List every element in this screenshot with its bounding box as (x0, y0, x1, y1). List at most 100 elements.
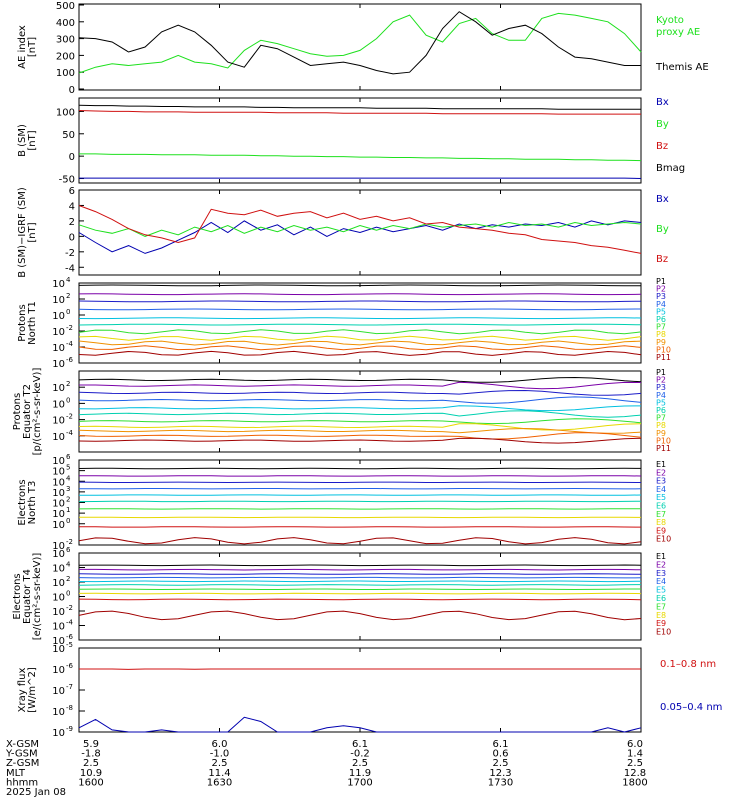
legend-5-4: E5 (656, 493, 666, 502)
y-tick-exp-3-1: -4 (66, 340, 74, 348)
series-3-1 (78, 293, 642, 296)
series-ae-1 (78, 11, 641, 75)
y-axis-label-0-1: [nT] (27, 37, 38, 57)
x-cell-3-1: 0.6 (493, 749, 509, 760)
legend-6-5: E6 (656, 594, 666, 603)
legend-5-3: E4 (656, 485, 666, 494)
y-axis-label-3-1: North T1 (27, 301, 38, 345)
y-tick-label-4-0: 10 (52, 432, 65, 443)
legend-3-7: P8 (656, 330, 666, 339)
y-tick-label-2-5: 6 (69, 186, 75, 197)
y-tick-exp-5-1: 0 (66, 517, 70, 525)
legend-4-7: P8 (656, 421, 666, 430)
legend-3-1: P2 (656, 285, 666, 294)
y-tick-exp-7-1: -8 (66, 704, 73, 712)
legend-7-0: 0.1–0.8 nm (660, 659, 716, 670)
panel-frame-5 (78, 459, 642, 546)
y-tick-label-5-2: 10 (52, 509, 65, 520)
legend-3-5: P6 (656, 315, 666, 324)
series-b-1 (79, 153, 642, 162)
legend-6-0: E1 (656, 552, 666, 561)
y-tick-label-6-1: 10 (52, 622, 65, 633)
date-label: 2025 Jan 08 (6, 787, 66, 798)
legend-5-2: E3 (656, 477, 666, 486)
series-b-2 (78, 110, 641, 115)
y-tick-exp-3-3: 0 (66, 308, 70, 316)
x-cell-0-1: -1.8 (81, 749, 101, 760)
legend-6-3: E4 (656, 577, 666, 586)
y-tick-exp-7-0: -9 (66, 725, 73, 733)
series-4-3 (78, 396, 642, 404)
legend-3-4: P5 (656, 307, 666, 316)
y-axis-label-1-0: B (SM) (17, 124, 28, 157)
legend-4-6: P7 (656, 414, 666, 423)
series-6-7 (78, 592, 642, 595)
y-tick-label-5-0: 10 (52, 541, 65, 552)
y-tick-label-7-1: 10 (52, 707, 65, 718)
legend-6-2: E3 (656, 569, 666, 578)
y-axis-label-6-0: Electrons (12, 573, 23, 619)
y-tick-exp-6-1: -4 (66, 619, 74, 627)
legend-4-1: P2 (656, 376, 666, 385)
series-4-1 (79, 381, 642, 390)
y-tick-exp-6-2: -2 (66, 604, 73, 612)
legend-5-5: E6 (656, 502, 666, 511)
x-cell-4-0: 6.0 (627, 739, 643, 750)
series-4-10 (78, 437, 642, 444)
y-tick-label-0-5: 500 (56, 1, 75, 12)
y-tick-label-1-1: 0 (69, 152, 75, 163)
y-axis-label-4-0: Protons (12, 393, 23, 430)
series-3-5 (78, 323, 642, 326)
y-tick-label-0-3: 300 (56, 35, 75, 46)
y-tick-exp-6-0: -6 (66, 633, 74, 641)
y-axis-label-2-1: [nT] (27, 222, 38, 242)
y-tick-label-5-4: 10 (52, 488, 65, 499)
y-tick-label-6-6: 10 (52, 549, 65, 560)
y-tick-label-0-0: 0 (69, 85, 75, 96)
legend-5-9: E10 (656, 535, 671, 544)
y-tick-label-2-4: 4 (69, 201, 75, 212)
y-tick-exp-4-2: 0 (66, 396, 70, 404)
y-axis-label-7-0: Xray flux (17, 668, 28, 713)
y-tick-exp-3-5: 4 (66, 276, 71, 284)
legend-0-0a: Kyoto (656, 15, 684, 26)
y-tick-label-3-1: 10 (52, 343, 65, 354)
y-tick-exp-4-3: 2 (66, 380, 70, 388)
y-tick-label-7-3: 10 (52, 665, 65, 676)
y-tick-label-3-5: 10 (52, 279, 65, 290)
legend-5-6: E7 (656, 510, 666, 519)
series-5-9 (78, 537, 642, 545)
y-tick-exp-4-0: -4 (66, 429, 74, 437)
y-tick-exp-7-2: -7 (66, 683, 73, 691)
y-axis-label-4-2: [p/(cm²-s-sr-keV)] (32, 368, 43, 456)
x-cell-1-1: -1.0 (210, 749, 230, 760)
legend-4-2: P3 (656, 383, 666, 392)
legend-3-3: P4 (656, 300, 666, 309)
x-row-label-1: Y-GSM (5, 749, 38, 760)
legend-7-1: 0.05–0.4 nm (660, 702, 722, 713)
y-tick-label-0-1: 100 (56, 68, 75, 79)
series-xray-1 (78, 716, 642, 733)
x-cell-0-4: 1600 (78, 777, 103, 788)
x-cell-3-4: 1730 (488, 777, 513, 788)
series-4-2 (78, 389, 642, 396)
y-axis-label-6-2: [e/(cm²-s-sr-keV)] (32, 553, 43, 641)
y-tick-label-5-1: 10 (52, 520, 65, 531)
y-axis-label-5-1: North T3 (27, 481, 38, 525)
series-dB-2 (78, 205, 642, 254)
y-tick-label-2-1: -2 (65, 248, 75, 259)
series-6-4 (78, 580, 642, 583)
y-tick-exp-4-1: -2 (66, 413, 73, 421)
x-cell-0-3: 10.9 (80, 768, 102, 779)
x-row-label-2: Z-GSM (6, 758, 39, 769)
legend-2-0: Bx (656, 194, 669, 205)
y-tick-label-6-0: 10 (52, 636, 65, 647)
y-tick-label-4-3: 10 (52, 383, 65, 394)
y-tick-exp-7-4: -5 (66, 641, 73, 649)
y-tick-label-3-3: 10 (52, 311, 65, 322)
legend-4-9: P10 (656, 436, 671, 445)
x-cell-1-2: 2.5 (212, 758, 228, 769)
x-row-label-4: hhmm (6, 777, 38, 788)
y-tick-label-4-2: 10 (52, 399, 65, 410)
y-tick-exp-5-2: 1 (66, 506, 70, 514)
